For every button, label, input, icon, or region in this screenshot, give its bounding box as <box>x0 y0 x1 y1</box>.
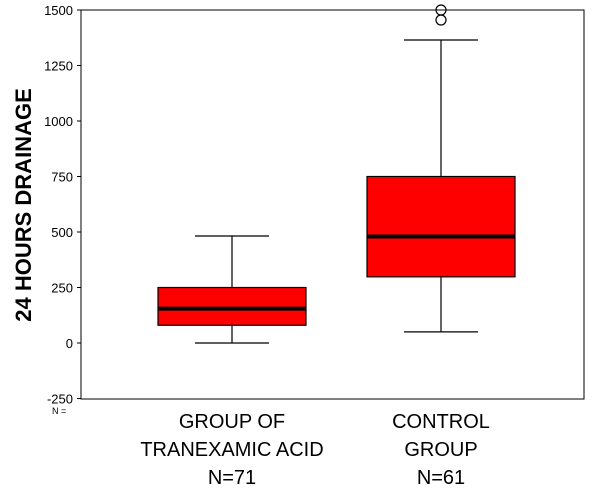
y-tick-label: -250 <box>47 392 73 407</box>
outlier-point <box>435 4 447 16</box>
category-label-line: GROUP <box>404 439 477 461</box>
y-tick-label: 500 <box>51 225 73 240</box>
y-tick-label: 1500 <box>44 3 73 18</box>
category-label-line: N=71 <box>208 467 256 489</box>
category-label-line: TRANEXAMIC ACID <box>140 439 323 461</box>
y-tick-label: 1250 <box>44 59 73 74</box>
category-label-line: CONTROL <box>392 411 490 433</box>
x-axis-labels: GROUP OF TRANEXAMIC ACID N=71 CONTROL GROUP N… <box>140 411 490 489</box>
y-axis-label: 24 HOURS DRAINAGE <box>11 88 36 321</box>
box-group <box>366 4 516 333</box>
y-tick-label: 0 <box>66 336 73 351</box>
y-tick-label: 1000 <box>44 114 73 129</box>
outlier-point <box>435 14 447 26</box>
category-label-line: GROUP OF <box>179 411 285 433</box>
category-label-line: N=61 <box>417 467 465 489</box>
y-tick-label: 750 <box>51 170 73 185</box>
box-series <box>157 4 516 344</box>
box-group <box>157 235 307 344</box>
plot-frame <box>80 9 585 400</box>
n-prefix-label: N = <box>52 406 66 416</box>
iqr-box <box>157 286 307 326</box>
iqr-box <box>366 175 516 278</box>
y-axis: -250 0 250 500 750 1000 1250 1500 <box>44 3 81 407</box>
y-tick-label: 250 <box>51 281 73 296</box>
